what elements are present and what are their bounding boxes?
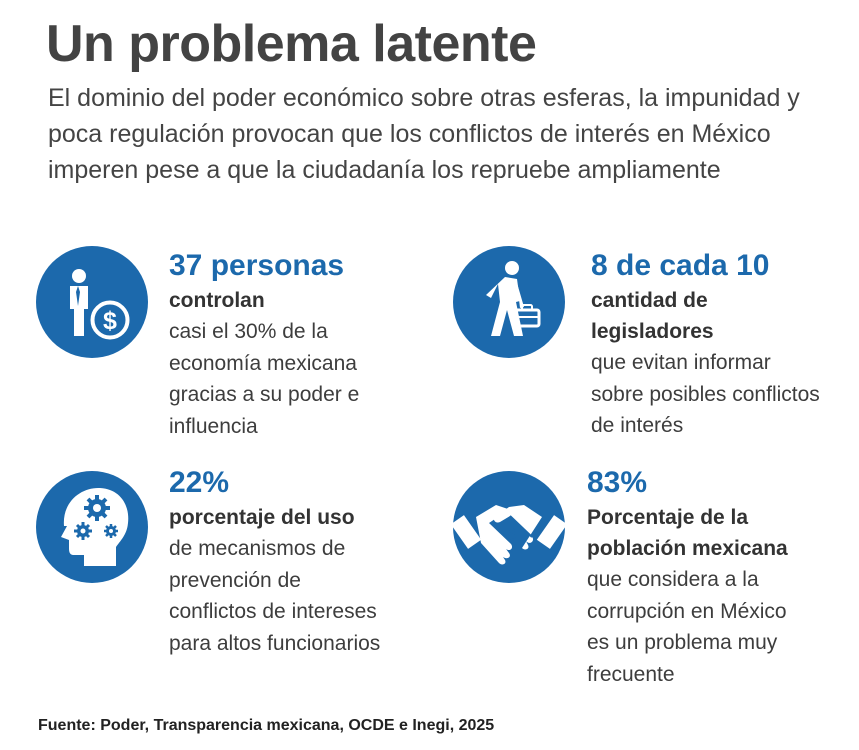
businessman-money-icon: $ [70, 269, 130, 340]
handshake-money-icon: $ [453, 505, 565, 565]
svg-text:$: $ [103, 307, 117, 335]
stat-value: 83% [587, 466, 648, 499]
stat-icon-circle: $ [36, 246, 148, 358]
page-subtitle: El dominio del poder económico sobre otr… [48, 84, 800, 184]
stat-description: que considera a la corrupción en México … [587, 568, 787, 686]
stat-value: 22% [169, 466, 230, 499]
stat-description: casi el 30% de la economía mexicana grac… [169, 320, 360, 438]
stat-description: de mecanismos de prevención de conflicto… [169, 537, 381, 655]
stat-icon-circle: $ [453, 471, 565, 583]
page-title: Un problema latente [46, 15, 537, 73]
stat-label: cantidad de legisladores [591, 289, 714, 343]
source-note: Fuente: Poder, Transparencia mexicana, O… [38, 717, 495, 734]
stat-icon-circle [453, 246, 565, 358]
head-gears-icon [61, 487, 129, 566]
svg-text:$: $ [506, 525, 516, 545]
walking-briefcase-icon [486, 261, 541, 336]
stat-label: porcentaje del uso [169, 506, 355, 529]
stat-icon-circle [36, 471, 148, 583]
stat-description: que evitan informar sobre posibles confl… [591, 351, 820, 437]
stat-value: 37 personas [169, 249, 345, 282]
stat-label: Porcentaje de la población mexicana [587, 506, 788, 560]
stat-label: controlan [169, 289, 265, 312]
stat-value: 8 de cada 10 [591, 249, 770, 282]
